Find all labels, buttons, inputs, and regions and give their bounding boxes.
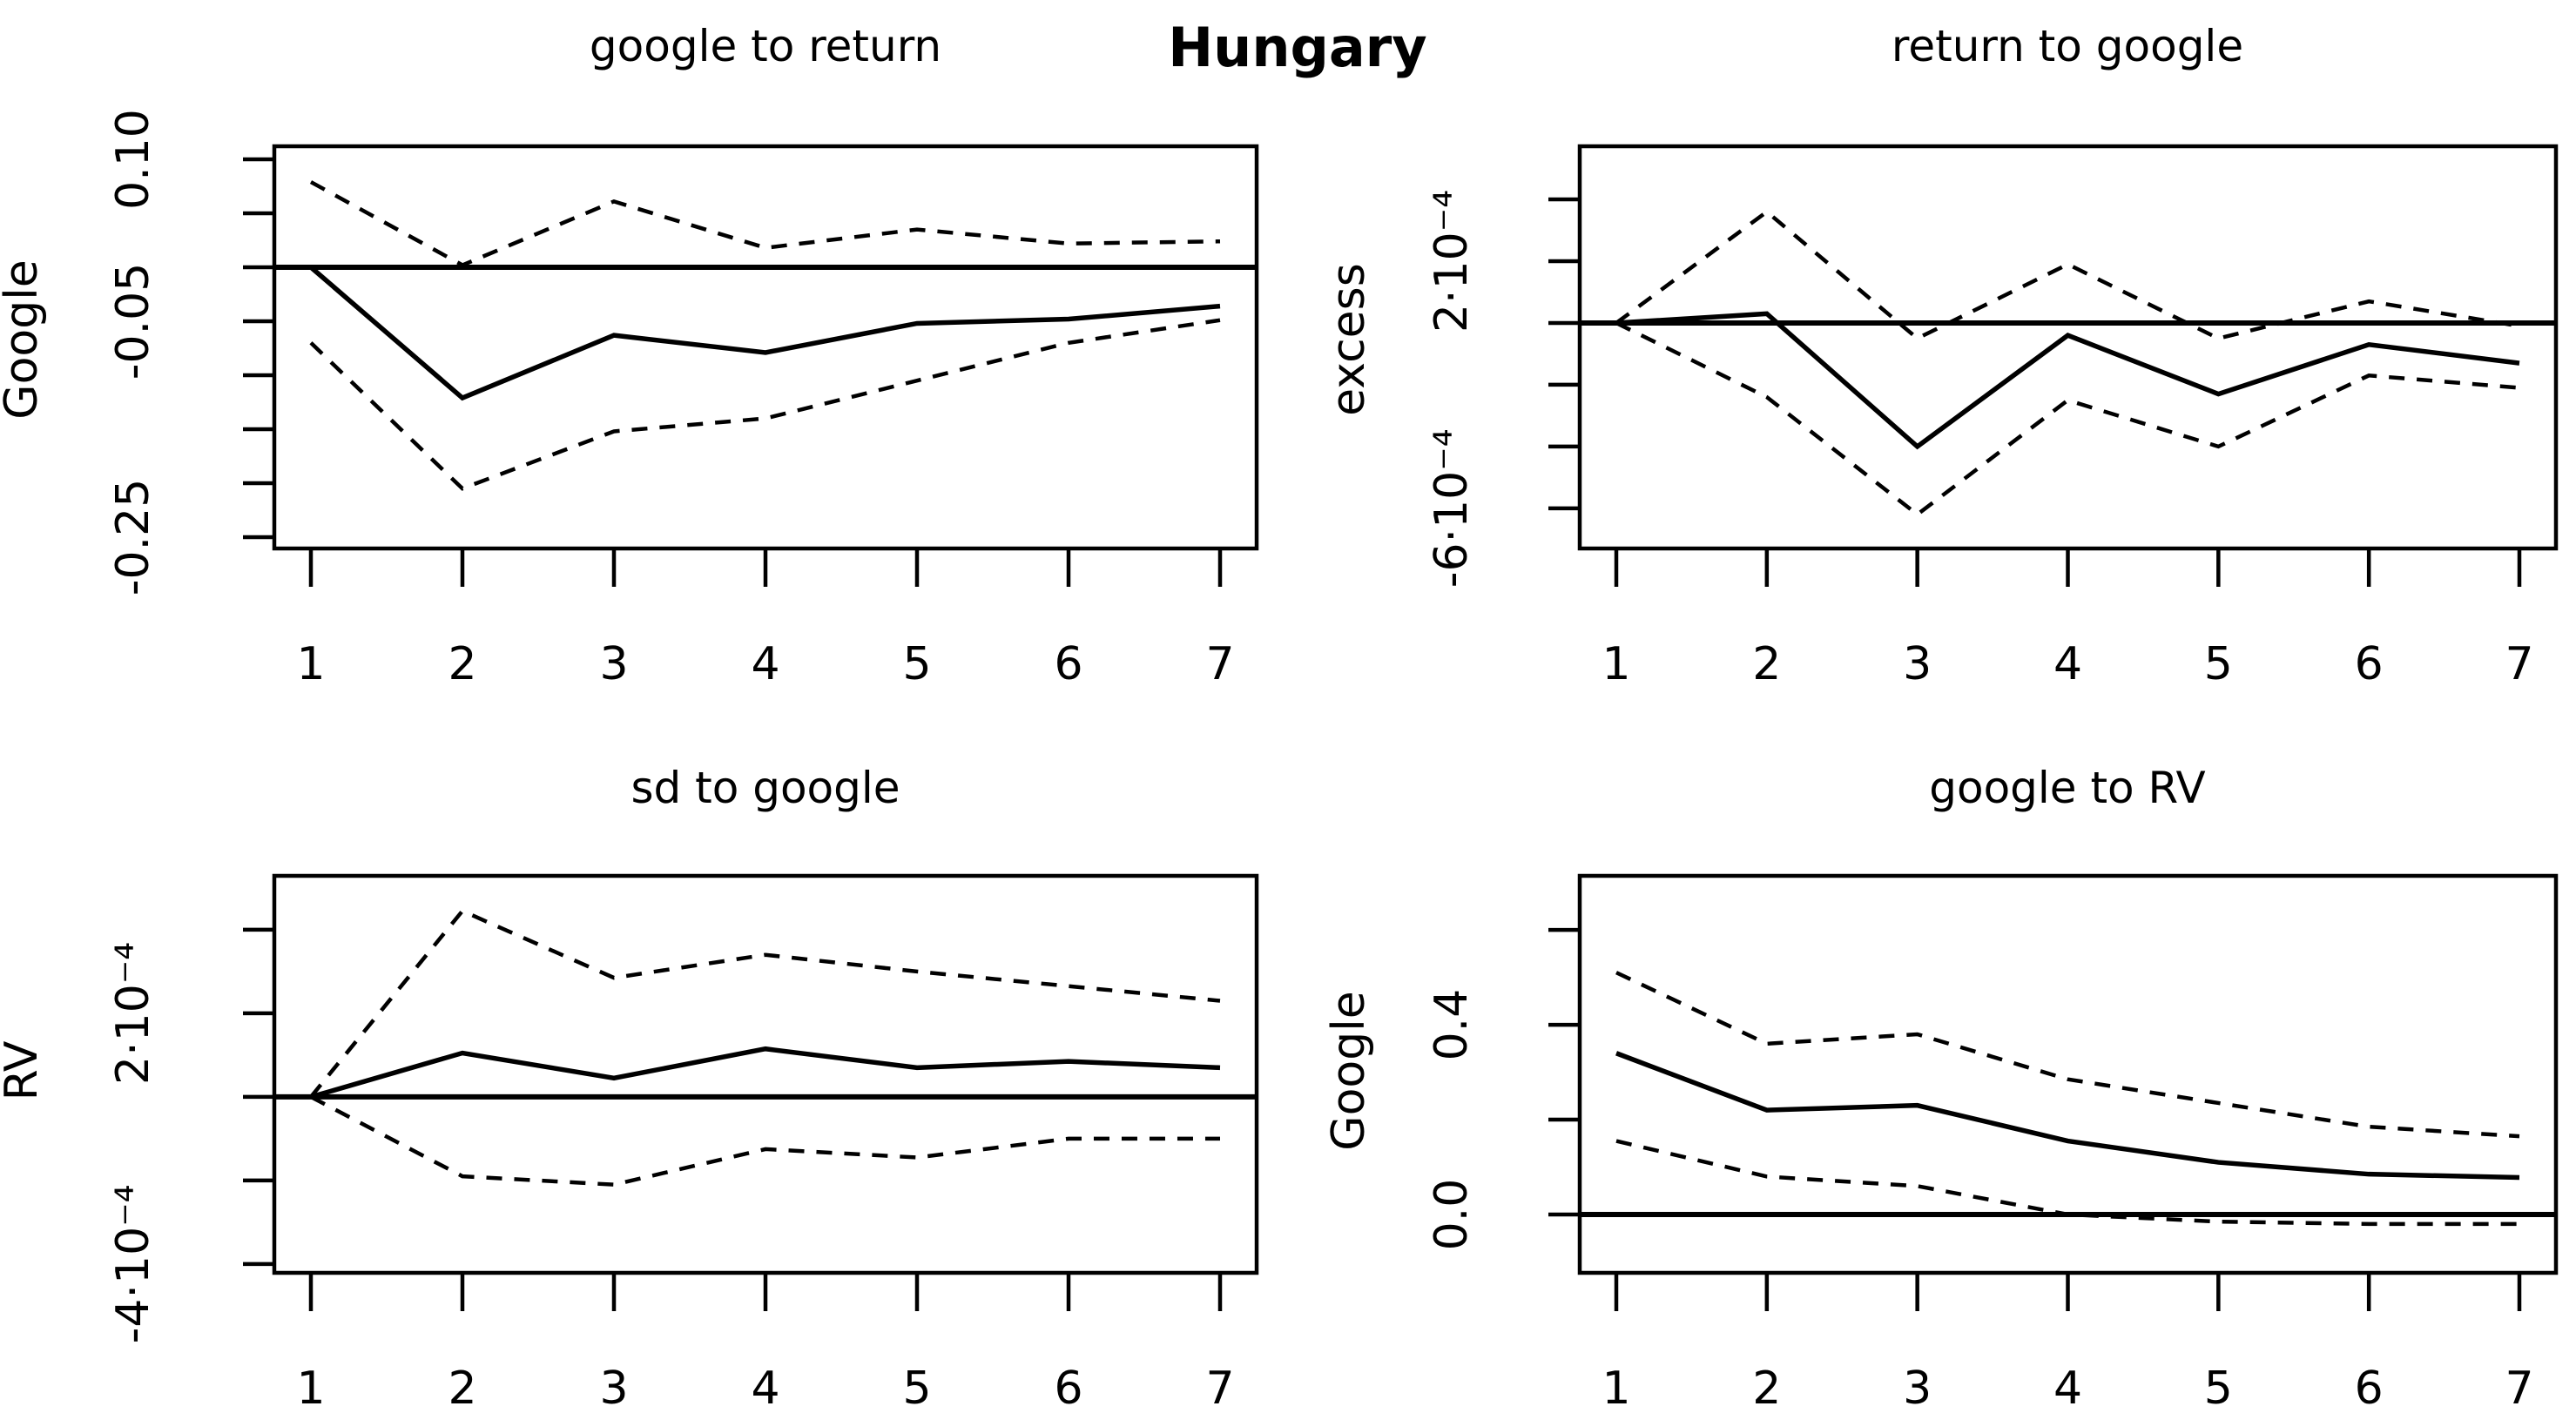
x-tick-label: 3	[599, 638, 628, 690]
y-tick-label: -4·10⁻⁴	[107, 1184, 159, 1343]
y-tick-label: 0.4	[1426, 989, 1478, 1061]
panel-google-to-return: google to return Google 0.10 -0.05 -0.25 1 2…	[0, 21, 1259, 690]
x-tick-label: 2	[1752, 1363, 1781, 1413]
series-irf	[309, 265, 1221, 401]
panel-return-to-google: return to google excess 2·10⁻⁴ -6·10⁻⁴ 1 2 3…	[1323, 21, 2559, 690]
x-tick-label: 3	[1903, 1363, 1932, 1413]
series-ci-lower	[1615, 320, 2520, 517]
y-tick-label: -0.05	[107, 263, 159, 380]
y-tick-label: -6·10⁻⁴	[1426, 428, 1478, 588]
plot-box	[272, 144, 1259, 551]
series-irf	[1615, 1051, 2520, 1181]
y-axis-title: Google	[1323, 991, 1375, 1150]
plot-area: 2·10⁻⁴ -4·10⁻⁴ 1 2 3 4 5 6 7	[107, 873, 1259, 1413]
y-tick-label: 0.0	[1426, 1179, 1478, 1251]
panel-title: sd to google	[631, 763, 900, 813]
y-tick-label: 2·10⁻⁴	[1426, 190, 1478, 333]
x-tick-label: 7	[1205, 638, 1234, 690]
x-tick-label: 1	[296, 638, 325, 690]
x-tick-label: 4	[751, 638, 779, 690]
x-tick-label: 6	[2355, 1363, 2384, 1413]
x-tick-label: 3	[1903, 638, 1932, 690]
main-title: Hungary	[1168, 16, 1426, 79]
plot-box	[272, 873, 1259, 1275]
x-tick-label: 3	[599, 1363, 628, 1413]
x-tick-label: 2	[448, 1363, 476, 1413]
x-tick-label: 5	[2204, 1363, 2233, 1413]
x-tick-label: 7	[1205, 1363, 1234, 1413]
x-tick-label: 6	[2355, 638, 2384, 690]
x-tick-label: 7	[2505, 1363, 2533, 1413]
y-axis-title: excess	[1323, 263, 1375, 416]
x-tick-label: 5	[902, 1363, 931, 1413]
series-ci-upper	[1615, 971, 2520, 1139]
panel-title: google to return	[590, 21, 941, 71]
series-ci-upper	[309, 180, 1221, 268]
y-axis-title: RV	[0, 1040, 48, 1100]
plot-box	[1577, 873, 2559, 1275]
panel-title: return to google	[1892, 21, 2243, 71]
x-tick-label: 5	[902, 638, 931, 690]
series-irf	[1615, 311, 2520, 450]
y-tick-label: 0.10	[107, 109, 159, 210]
panel-google-to-rv: google to RV Google 0.4 0.0 1 2 3 4 5 6 7	[1323, 763, 2559, 1413]
x-tick-label: 4	[2053, 1363, 2082, 1413]
x-tick-label: 5	[2204, 638, 2233, 690]
y-tick-label: 2·10⁻⁴	[107, 942, 159, 1085]
series-ci-lower	[1615, 1139, 2519, 1227]
x-tick-label: 6	[1054, 638, 1082, 690]
x-tick-label: 1	[1602, 1363, 1630, 1413]
series-irf	[310, 1046, 1221, 1100]
panel-sd-to-google: sd to google RV 2·10⁻⁴ -4·10⁻⁴ 1 2 3 4 5 6 7	[0, 763, 1259, 1413]
x-tick-label: 4	[2053, 638, 2082, 690]
x-tick-label: 6	[1054, 1363, 1082, 1413]
series-ci-lower	[309, 1094, 1220, 1187]
plot-area: 0.4 0.0 1 2 3 4 5 6 7	[1426, 873, 2559, 1413]
series-ci-lower	[309, 318, 1221, 491]
y-axis-title: Google	[0, 259, 48, 419]
series-ci-upper	[1615, 209, 2520, 341]
plot-area: 2·10⁻⁴ -6·10⁻⁴ 1 2 3 4 5 6 7	[1426, 144, 2559, 690]
y-tick-label: -0.25	[107, 479, 159, 596]
x-tick-label: 2	[1752, 638, 1781, 690]
x-tick-label: 1	[296, 1363, 325, 1413]
plot-box	[1577, 144, 2559, 551]
x-tick-label: 2	[448, 638, 476, 690]
x-tick-label: 1	[1602, 638, 1630, 690]
series-ci-upper	[309, 908, 1221, 1099]
x-tick-label: 7	[2505, 638, 2533, 690]
plot-area: 0.10 -0.05 -0.25 1 2 3 4 5 6 7	[107, 109, 1259, 690]
panel-title: google to RV	[1929, 763, 2206, 813]
x-tick-label: 4	[751, 1363, 779, 1413]
